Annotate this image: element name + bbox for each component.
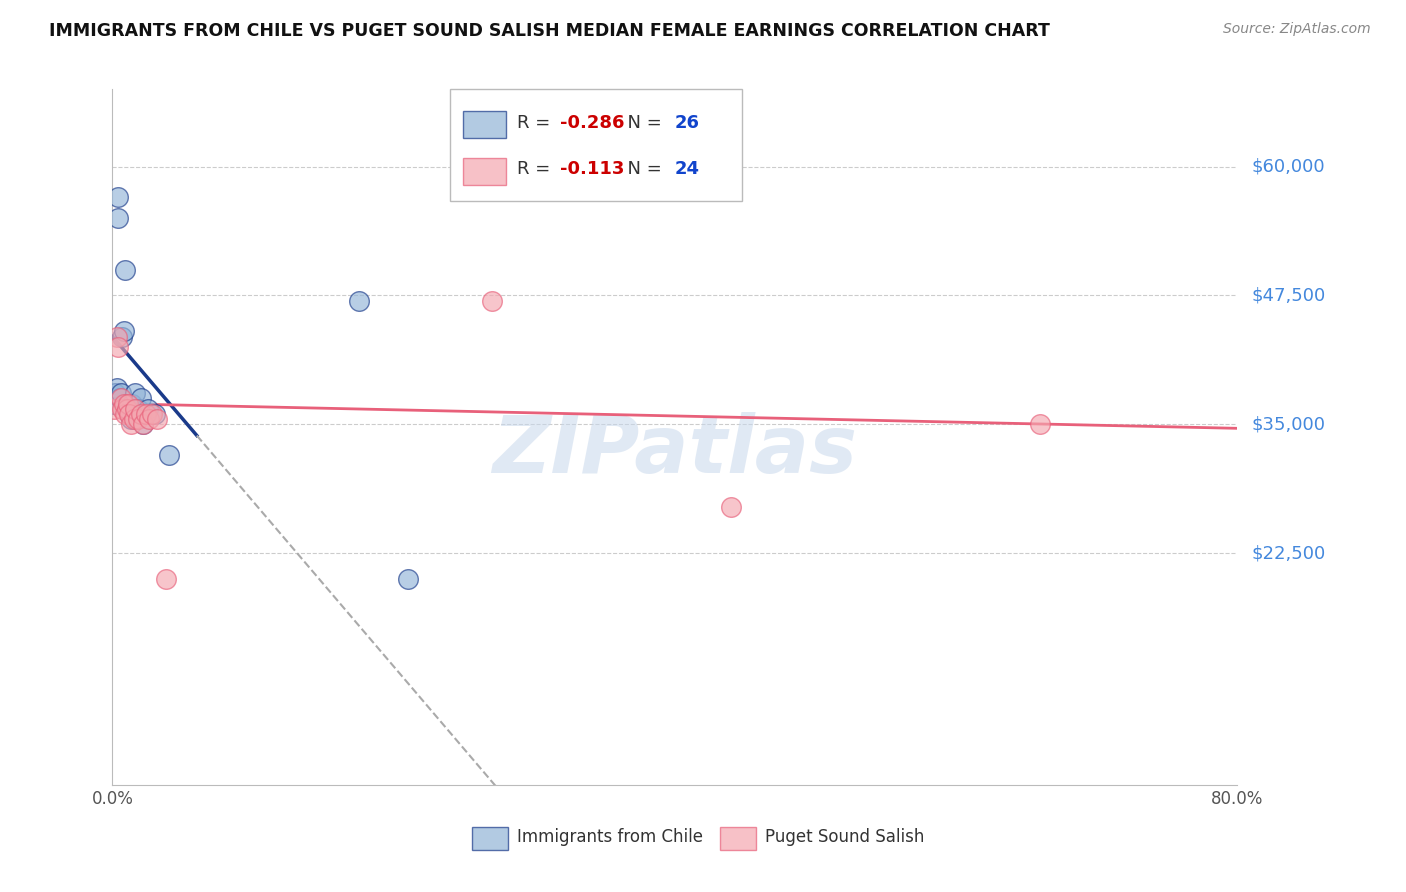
Point [118, 407, 141, 421]
Text: Puget Sound Salish: Puget Sound Salish [765, 828, 924, 847]
FancyBboxPatch shape [450, 89, 742, 201]
Point [124, 386, 146, 401]
Text: R =: R = [517, 161, 557, 178]
Text: $22,500: $22,500 [1251, 544, 1326, 562]
Point [112, 396, 135, 410]
Point [114, 262, 136, 277]
Point [125, 412, 148, 426]
Point [157, 448, 180, 462]
Point [132, 417, 155, 432]
Point [122, 401, 145, 416]
Point [118, 407, 141, 421]
Text: $35,000: $35,000 [1251, 415, 1326, 434]
Text: -0.286: -0.286 [560, 113, 624, 132]
Point [103, 401, 125, 416]
Point [105, 329, 128, 343]
Point [111, 329, 134, 343]
Point [107, 190, 129, 204]
Text: Source: ZipAtlas.com: Source: ZipAtlas.com [1223, 22, 1371, 37]
Point [129, 407, 152, 421]
Point [117, 401, 139, 416]
Text: N =: N = [616, 161, 668, 178]
Point [720, 500, 742, 514]
Point [110, 386, 132, 401]
Text: Immigrants from Chile: Immigrants from Chile [517, 828, 703, 847]
Text: 24: 24 [675, 161, 700, 178]
FancyBboxPatch shape [472, 828, 509, 850]
Point [129, 392, 152, 406]
Point [124, 401, 146, 416]
Point [107, 340, 129, 354]
Text: R =: R = [517, 113, 557, 132]
Point [117, 396, 139, 410]
Text: $60,000: $60,000 [1251, 158, 1324, 176]
Point [143, 407, 166, 421]
Text: -0.113: -0.113 [560, 161, 624, 178]
Point [136, 401, 159, 416]
Point [120, 417, 142, 432]
Point [127, 401, 149, 416]
FancyBboxPatch shape [464, 158, 506, 185]
Point [347, 293, 370, 308]
Point [105, 381, 128, 395]
Point [104, 386, 127, 401]
Point [141, 407, 163, 421]
Point [138, 412, 160, 426]
Text: $47,500: $47,500 [1251, 286, 1326, 304]
Point [115, 401, 138, 416]
Text: IMMIGRANTS FROM CHILE VS PUGET SOUND SALISH MEDIAN FEMALE EARNINGS CORRELATION C: IMMIGRANTS FROM CHILE VS PUGET SOUND SAL… [49, 22, 1050, 40]
Text: N =: N = [616, 113, 668, 132]
Point [396, 572, 419, 586]
Point [120, 412, 142, 426]
Point [155, 572, 177, 586]
Point [114, 407, 136, 421]
Text: 26: 26 [675, 113, 700, 132]
Point [112, 325, 135, 339]
Point [121, 396, 143, 410]
Point [115, 396, 138, 410]
Point [111, 401, 134, 416]
Point [122, 412, 145, 426]
Point [146, 412, 169, 426]
Point [127, 412, 149, 426]
Point [132, 417, 155, 432]
Point [108, 392, 131, 406]
FancyBboxPatch shape [464, 112, 506, 138]
Point [1029, 417, 1052, 432]
Point [103, 396, 125, 410]
Point [481, 293, 503, 308]
Point [107, 211, 129, 225]
FancyBboxPatch shape [720, 828, 756, 850]
Point [135, 407, 157, 421]
Text: ZIPatlas: ZIPatlas [492, 412, 858, 490]
Point [110, 392, 132, 406]
